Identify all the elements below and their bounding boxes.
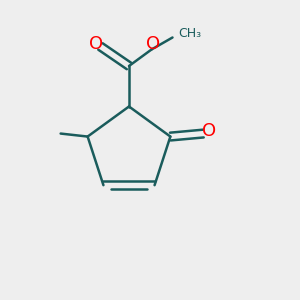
Text: CH₃: CH₃	[178, 27, 201, 40]
Text: O: O	[146, 35, 160, 53]
Text: O: O	[202, 122, 216, 140]
Text: O: O	[88, 35, 103, 53]
